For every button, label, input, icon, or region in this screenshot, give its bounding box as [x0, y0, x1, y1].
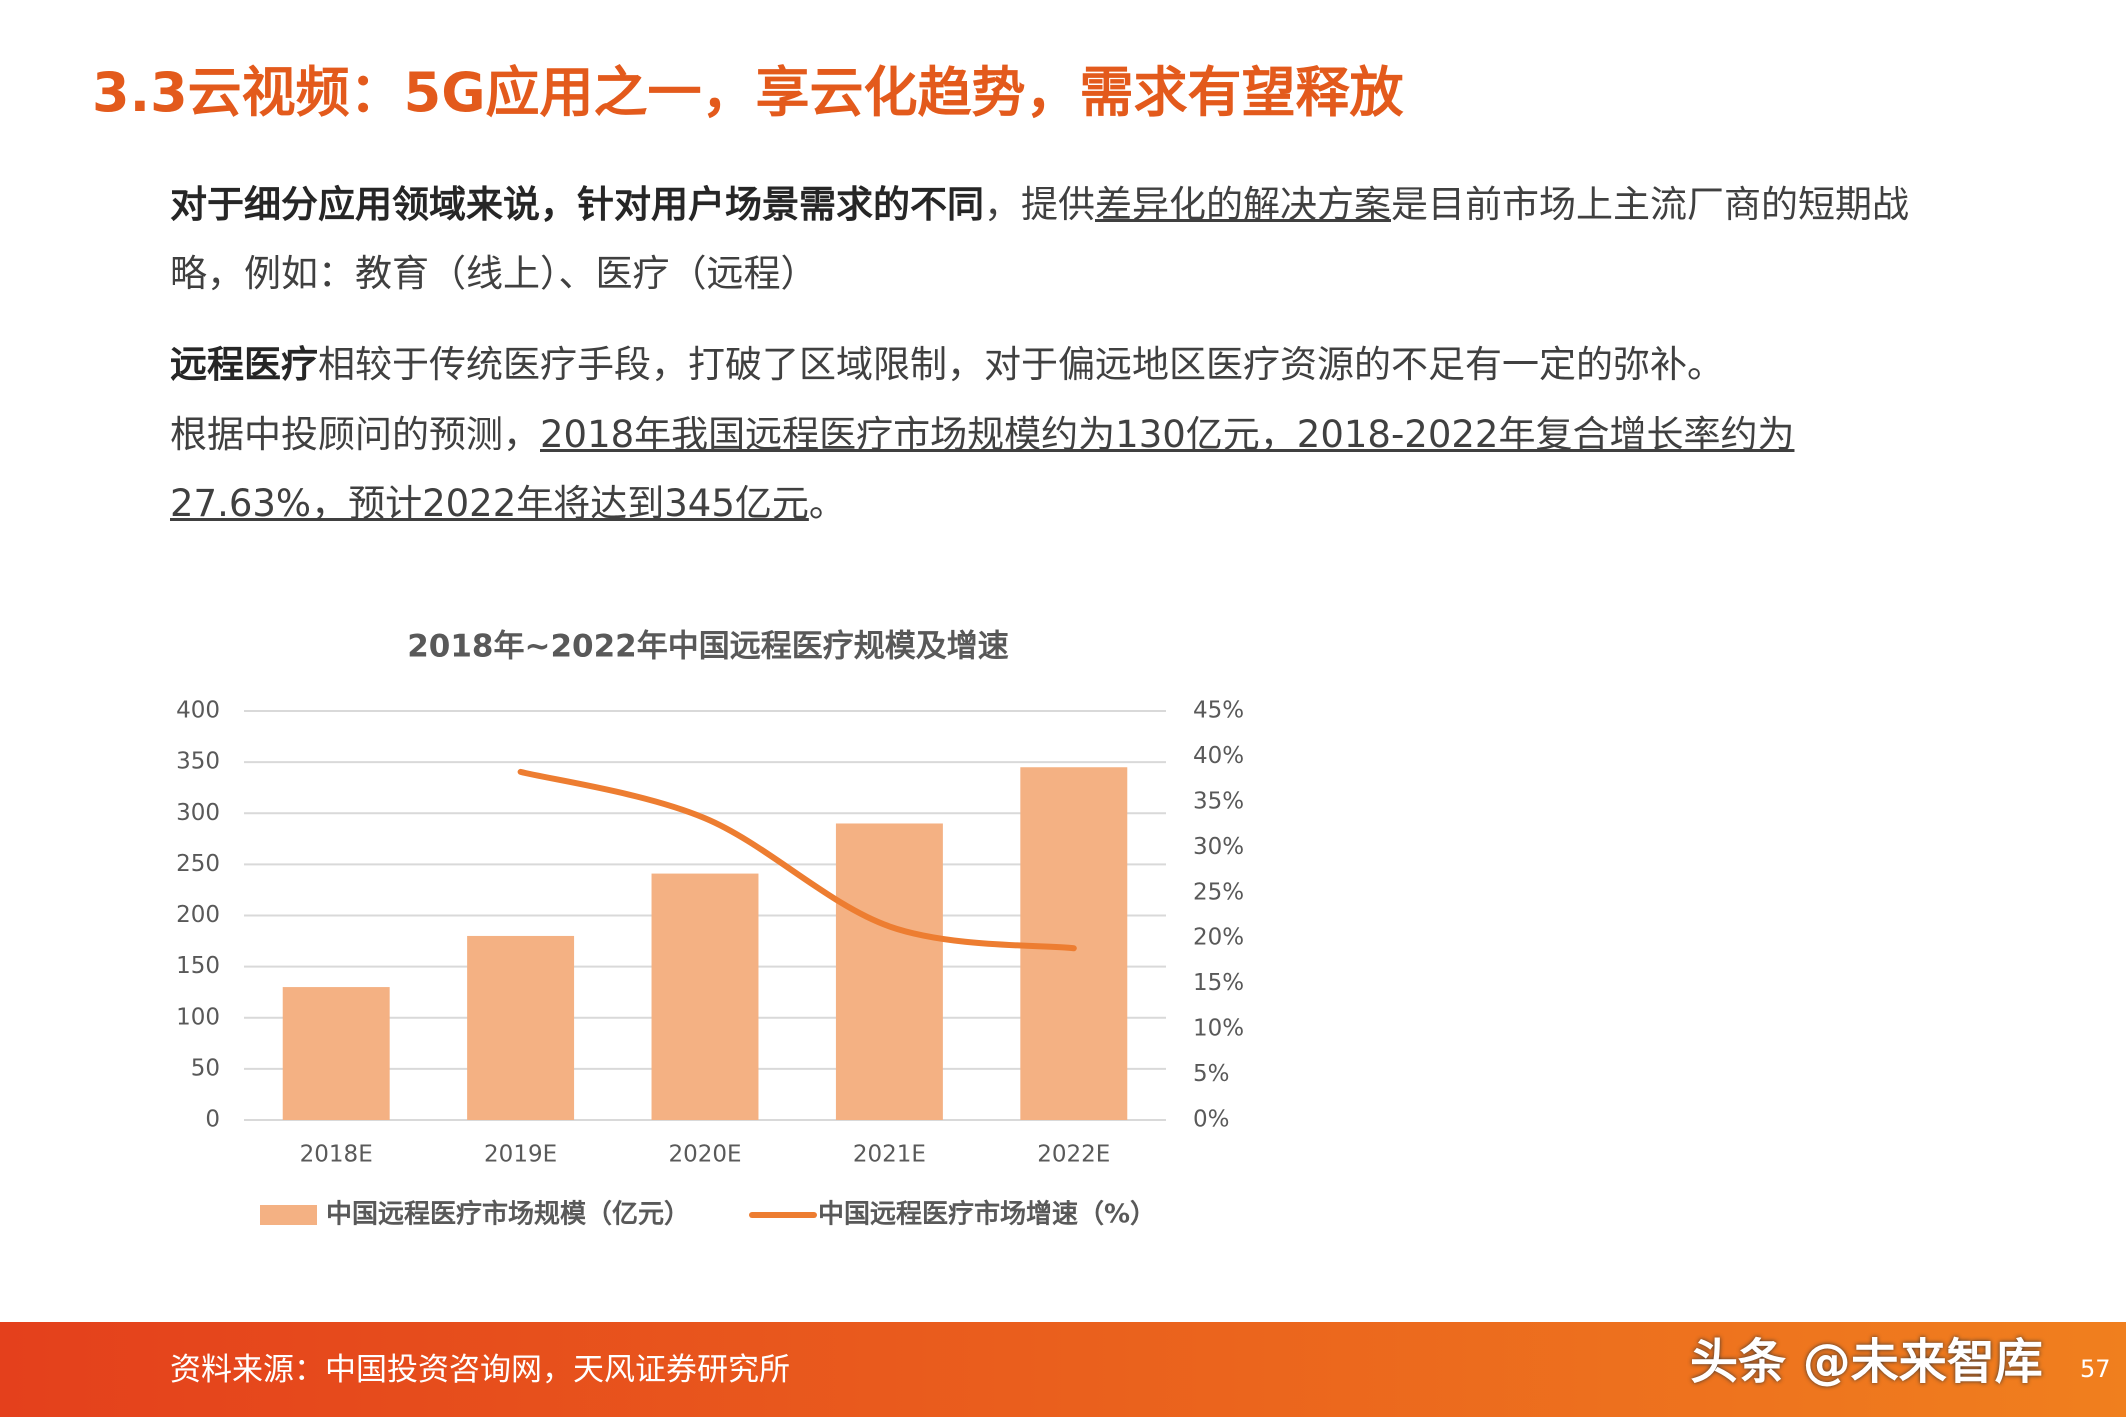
y-tick-label: 50 [191, 1055, 220, 1081]
y-tick-label: 0 [205, 1107, 220, 1133]
text-run: ，提供 [984, 183, 1095, 226]
y2-tick-label: 30% [1193, 834, 1244, 860]
text-run: 2018年我国远程医疗市场规模约为130亿元，2018-2022年复合增长率约为… [170, 413, 1795, 525]
y2-tick-label: 45% [1193, 698, 1244, 724]
y2-tick-label: 0% [1193, 1107, 1230, 1133]
footer-band [0, 1322, 2126, 1417]
x-tick-label: 2020E [668, 1142, 741, 1168]
text-run: 远程医疗 [170, 343, 318, 386]
bar [467, 935, 575, 1120]
page-number: 57 [2080, 1355, 2111, 1383]
bar [651, 873, 759, 1120]
y2-tick-label: 40% [1193, 743, 1244, 769]
text-run: 根据中投顾问的预测， [170, 413, 540, 456]
text-run: 差异化的解决方案 [1095, 183, 1391, 226]
source-note: 资料来源：中国投资咨询网，天风证券研究所 [170, 1352, 790, 1388]
x-tick-label: 2019E [484, 1142, 557, 1168]
x-tick-label: 2022E [1037, 1142, 1110, 1168]
y-tick-label: 150 [176, 953, 220, 979]
y-tick-label: 250 [176, 851, 220, 877]
y-tick-label: 200 [176, 902, 220, 928]
legend-label: 中国远程医疗市场增速（%） [818, 1199, 1156, 1230]
chart-title: 2018年~2022年中国远程医疗规模及增速 [407, 629, 1009, 665]
bar [835, 823, 943, 1120]
paragraph: 根据中投顾问的预测，2018年我国远程医疗市场规模约为130亿元，2018-20… [170, 400, 1910, 538]
text-run: 是目前市场上主流厂商的短期战略，例如：教育（线上）、医疗（远程） [170, 183, 1909, 295]
text-run: 相较于传统医疗手段，打破了区域限制，对于偏远地区医疗资源的不足有一定的弥补。 [318, 343, 1724, 386]
legend-swatch [260, 1205, 317, 1225]
y-tick-label: 100 [176, 1004, 220, 1030]
watermark: 头条 @未来智库 [1690, 1334, 2043, 1390]
y2-tick-label: 25% [1193, 879, 1244, 905]
x-tick-label: 2018E [300, 1142, 373, 1168]
y2-tick-label: 35% [1193, 788, 1244, 814]
paragraph: 远程医疗相较于传统医疗手段，打破了区域限制，对于偏远地区医疗资源的不足有一定的弥… [170, 330, 1910, 399]
y2-tick-label: 15% [1193, 970, 1244, 996]
y2-tick-label: 20% [1193, 925, 1244, 951]
x-tick-label: 2021E [853, 1142, 926, 1168]
legend-label: 中国远程医疗市场规模（亿元） [326, 1199, 690, 1230]
bar [282, 987, 390, 1120]
y2-tick-label: 5% [1193, 1061, 1230, 1087]
text-run: 。 [808, 482, 846, 525]
y-tick-label: 350 [176, 749, 220, 775]
y-tick-label: 400 [176, 698, 220, 724]
y-tick-label: 300 [176, 800, 220, 826]
y2-tick-label: 10% [1193, 1016, 1244, 1042]
line-series [517, 768, 1077, 952]
text-run: 对于细分应用领域来说，针对用户场景需求的不同 [170, 183, 984, 226]
slide-title: 3.3云视频：5G应用之一，享云化趋势，需求有望释放 [92, 61, 1404, 124]
chart: 2018年~2022年中国远程医疗规模及增速 0 50 100 150 200 250 30… [176, 629, 1244, 1230]
paragraph: 对于细分应用领域来说，针对用户场景需求的不同，提供差异化的解决方案是目前市场上主… [170, 170, 1910, 308]
